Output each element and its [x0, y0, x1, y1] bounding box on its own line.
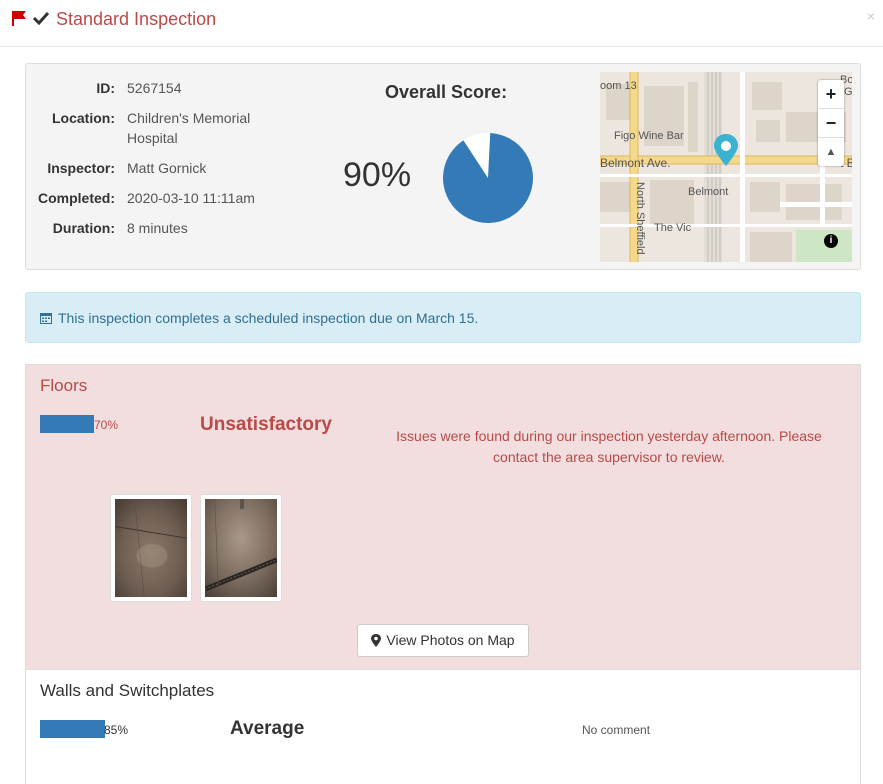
map-label-wine-bar: Figo Wine Bar: [614, 130, 684, 142]
completed-value: 2020-03-10 11:11am: [127, 190, 255, 206]
check-icon: [33, 11, 49, 25]
photo-thumbnail[interactable]: [110, 494, 192, 602]
id-label: ID:: [96, 80, 115, 96]
zoom-in-button[interactable]: +: [818, 80, 844, 109]
inspection-summary: ID: 5267154 Location: Children's Memoria…: [25, 63, 861, 270]
close-icon[interactable]: ×: [866, 8, 875, 24]
schedule-alert: This inspection completes a scheduled in…: [25, 292, 861, 343]
duration-value: 8 minutes: [127, 220, 188, 236]
map-label-street: North Sheffield: [634, 182, 646, 255]
view-photos-on-map-button[interactable]: View Photos on Map: [357, 624, 529, 657]
section-title: Floors: [40, 376, 88, 395]
inspector-label: Inspector:: [47, 160, 115, 176]
alert-text: This inspection completes a scheduled in…: [58, 310, 479, 326]
modal-header: Standard Inspection ×: [0, 0, 883, 47]
calendar-icon: [40, 313, 52, 324]
overall-score-title: Overall Score:: [385, 82, 508, 102]
completed-label: Completed:: [38, 190, 115, 206]
map-label-corner-g: G: [844, 86, 852, 98]
modal-title: Standard Inspection: [56, 9, 217, 29]
location-label: Location:: [52, 110, 115, 126]
map-marker-icon: [371, 634, 382, 647]
section-comment: No comment: [582, 723, 651, 737]
map-label-the-vic: The Vic: [654, 222, 692, 234]
floor-photo: [204, 498, 278, 598]
score-percent: 85%: [104, 723, 129, 737]
map-label-avenue: Belmont Ave.: [600, 156, 671, 170]
score-percent: 70%: [94, 418, 119, 432]
zoom-out-button[interactable]: −: [818, 109, 844, 138]
score-bar: [40, 415, 94, 433]
compass-button[interactable]: ▲: [825, 146, 837, 158]
map-marker-icon[interactable]: [714, 134, 738, 166]
rating-label: Unsatisfactory: [200, 414, 332, 435]
map-zoom-control: + − ▲: [818, 80, 844, 166]
map-label-room: oom 13: [600, 80, 637, 92]
location-map[interactable]: oom 13 Figo Wine Bar Belmont Ave. t B Be…: [600, 72, 852, 262]
flag-icon: [12, 11, 26, 26]
location-value: Children's Memorial Hospital: [127, 110, 251, 146]
overall-score-value: 90%: [343, 156, 412, 194]
view-photos-label: View Photos on Map: [386, 632, 515, 648]
section-floors: Floors 70% Unsatisfactory Issues were fo…: [25, 364, 861, 669]
map-info-icon[interactable]: i: [824, 234, 838, 248]
map-label-station: Belmont: [688, 186, 729, 198]
map-tiles: [600, 72, 852, 262]
photo-thumbnail[interactable]: [200, 494, 282, 602]
pie-score-slice: [442, 133, 533, 224]
score-bar: [40, 720, 105, 738]
section-comment: Issues were found during our inspection …: [396, 428, 822, 465]
duration-label: Duration:: [52, 220, 115, 236]
floor-photo: [114, 498, 188, 598]
rating-label: Average: [230, 718, 305, 739]
score-pie-chart: [442, 133, 533, 224]
section-walls-switchplates: Walls and Switchplates 85% Average No co…: [25, 669, 861, 784]
id-value: 5267154: [127, 80, 182, 96]
inspector-value: Matt Gornick: [127, 160, 207, 176]
section-title: Walls and Switchplates: [40, 681, 215, 700]
